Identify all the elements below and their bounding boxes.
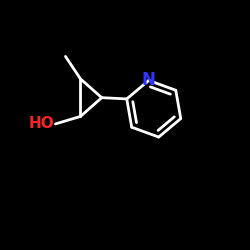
Text: HO: HO — [28, 116, 54, 132]
Text: N: N — [142, 72, 156, 90]
